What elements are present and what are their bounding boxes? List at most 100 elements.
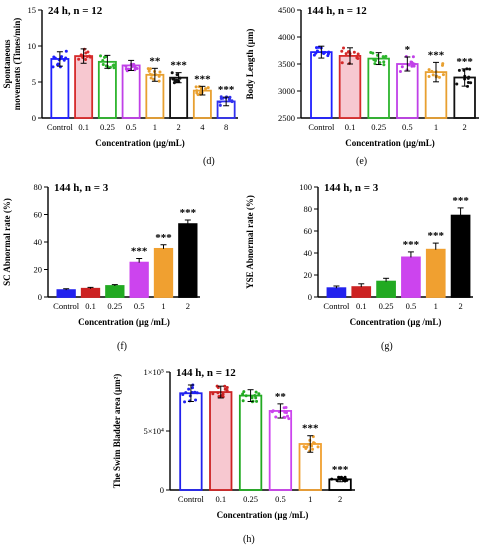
- data-point: [407, 63, 411, 67]
- data-point: [64, 49, 68, 53]
- data-point: [111, 64, 115, 68]
- data-point: [230, 100, 234, 104]
- y-tick-label: 1×10⁵: [143, 367, 164, 377]
- y-tick-label: 3500: [278, 59, 295, 69]
- data-point: [373, 62, 377, 66]
- x-tick-label: 0.5: [402, 122, 413, 132]
- data-point: [466, 76, 470, 80]
- chart-panel-e: 2500 3000 3500 4000 4500 144 h, n = 12 Control…: [243, 0, 487, 170]
- chart-svg-d: 0 5 10 15 24 h, n = 12 Control 0.1 0.25 0.5 ** 1 **…: [2, 5, 238, 148]
- data-point: [85, 55, 89, 59]
- x-tick-label: 0.1: [215, 494, 226, 504]
- data-point: [254, 396, 258, 400]
- data-point: [147, 69, 151, 73]
- x-tick-label: 2: [186, 301, 190, 311]
- data-point: [241, 399, 245, 403]
- chart-panel-d: 0 5 10 15 24 h, n = 12 Control 0.1 0.25 0.5 ** 1 **…: [0, 0, 243, 170]
- data-point: [283, 410, 287, 414]
- y-axis-label: The Swim Bladder area (µm²): [112, 374, 122, 489]
- x-axis-label: Concentration (µg /mL): [217, 510, 309, 520]
- data-point: [441, 62, 445, 66]
- bar-Control: [310, 51, 333, 119]
- data-point: [284, 405, 288, 409]
- data-point: [101, 63, 105, 67]
- data-point: [254, 390, 258, 394]
- bar-0.1: [209, 391, 233, 491]
- y-tick-label: 5×10⁴: [143, 426, 164, 436]
- data-point: [356, 52, 360, 56]
- chart-title: 144 h, n = 12: [307, 5, 367, 17]
- data-point: [53, 56, 57, 60]
- data-point: [271, 409, 275, 413]
- chart-panel-h: 0 5×10⁴ 1×10⁵ 144 h, n = 12 Control 0.1 0.25 **…: [110, 358, 380, 548]
- bar-0.1: [351, 286, 372, 298]
- data-point: [218, 103, 222, 107]
- data-point: [347, 61, 351, 65]
- data-point: [287, 417, 291, 421]
- y-axis-label: Spontaneous: [2, 39, 12, 89]
- data-point: [315, 49, 319, 53]
- data-point: [312, 441, 316, 445]
- data-point: [77, 57, 81, 61]
- data-point: [193, 390, 197, 394]
- y-tick-label: 0: [32, 113, 36, 123]
- y-tick-label: 0: [308, 292, 312, 302]
- x-tick-label: 0.1: [345, 122, 356, 132]
- data-point: [51, 65, 55, 69]
- data-point: [84, 51, 88, 55]
- data-point: [126, 68, 130, 72]
- data-point: [437, 75, 441, 79]
- x-tick-label: 4: [200, 122, 205, 132]
- data-point: [274, 415, 278, 419]
- data-point: [218, 100, 222, 104]
- data-point: [56, 63, 60, 67]
- chart-svg-f: 0 20 40 60 80 144 h, n = 3 Control 0.1 0.25 *** 0.…: [2, 182, 200, 327]
- bar-0.25: [376, 280, 396, 298]
- chart-title: 144 h, n = 3: [324, 182, 379, 194]
- panel-label-e: (e): [356, 156, 368, 167]
- significance-marker: *: [405, 44, 411, 56]
- x-tick-label: Control: [53, 301, 80, 311]
- significance-marker: ***: [131, 246, 148, 258]
- y-tick-label: 15: [28, 5, 37, 15]
- x-tick-label: 1: [308, 494, 312, 504]
- bar-0.5: [129, 261, 149, 298]
- data-point: [87, 54, 91, 58]
- x-tick-label: 2: [177, 122, 181, 132]
- data-point: [204, 87, 208, 91]
- data-point: [346, 50, 350, 54]
- data-point: [223, 384, 227, 388]
- data-point: [253, 394, 257, 398]
- significance-marker: ***: [302, 423, 319, 435]
- x-tick-label: 1: [153, 122, 157, 132]
- bar-Control: [179, 392, 203, 491]
- data-point: [157, 74, 161, 78]
- x-tick-label: 0.25: [371, 122, 386, 132]
- bar-0.25: [367, 57, 390, 119]
- data-point: [149, 76, 153, 80]
- x-axis-label: Concentration (µg/mL): [95, 138, 184, 148]
- data-point: [344, 478, 348, 482]
- data-point: [181, 393, 185, 397]
- data-point: [302, 445, 306, 449]
- y-axis-label: movements (Times/min): [12, 18, 22, 111]
- data-point: [195, 89, 199, 93]
- data-point: [242, 390, 246, 394]
- x-tick-label: 0.1: [78, 122, 89, 132]
- data-point: [217, 395, 221, 399]
- data-point: [398, 69, 402, 73]
- data-point: [101, 58, 105, 62]
- data-point: [412, 64, 416, 68]
- data-point: [340, 61, 344, 65]
- y-tick-label: 3000: [278, 86, 295, 96]
- x-tick-label: 0.25: [379, 301, 394, 311]
- data-point: [305, 445, 309, 449]
- data-point: [64, 56, 68, 60]
- data-point: [307, 442, 311, 446]
- data-point: [175, 73, 179, 77]
- data-point: [352, 50, 356, 54]
- significance-marker: ***: [194, 73, 211, 85]
- data-point: [148, 72, 152, 76]
- x-axis-label: Concentration (µg /mL): [350, 317, 442, 327]
- y-tick-label: 40: [34, 237, 43, 247]
